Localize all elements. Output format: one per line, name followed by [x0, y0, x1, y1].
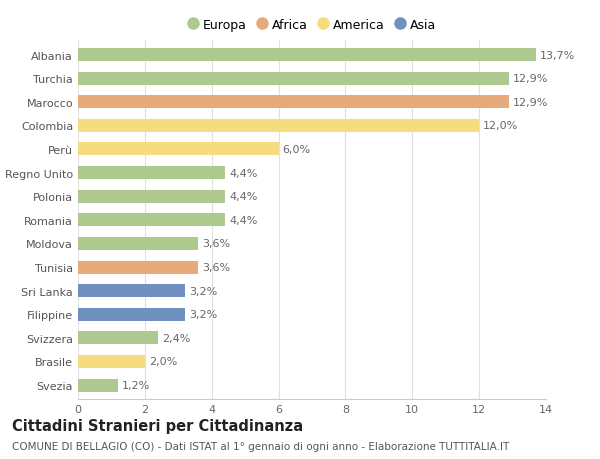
- Text: 3,6%: 3,6%: [202, 239, 230, 249]
- Text: 2,4%: 2,4%: [162, 333, 191, 343]
- Bar: [78, 331, 158, 345]
- Bar: [78, 308, 185, 321]
- Bar: [78, 237, 199, 250]
- Text: COMUNE DI BELLAGIO (CO) - Dati ISTAT al 1° gennaio di ogni anno - Elaborazione T: COMUNE DI BELLAGIO (CO) - Dati ISTAT al …: [12, 441, 509, 451]
- Bar: [78, 120, 479, 133]
- Bar: [78, 214, 225, 227]
- Text: 13,7%: 13,7%: [540, 50, 575, 61]
- Text: 3,2%: 3,2%: [189, 286, 217, 296]
- Bar: [78, 167, 225, 179]
- Text: 4,4%: 4,4%: [229, 168, 257, 178]
- Text: 3,2%: 3,2%: [189, 309, 217, 319]
- Text: 12,9%: 12,9%: [513, 74, 548, 84]
- Text: 6,0%: 6,0%: [283, 145, 311, 155]
- Bar: [78, 285, 185, 297]
- Legend: Europa, Africa, America, Asia: Europa, Africa, America, Asia: [188, 18, 436, 32]
- Bar: [78, 143, 278, 156]
- Bar: [78, 379, 118, 392]
- Bar: [78, 190, 225, 203]
- Text: 3,6%: 3,6%: [202, 263, 230, 273]
- Bar: [78, 96, 509, 109]
- Text: 1,2%: 1,2%: [122, 380, 151, 390]
- Text: 4,4%: 4,4%: [229, 192, 257, 202]
- Text: 12,9%: 12,9%: [513, 98, 548, 107]
- Bar: [78, 49, 536, 62]
- Text: 2,0%: 2,0%: [149, 357, 177, 367]
- Bar: [78, 355, 145, 368]
- Text: 12,0%: 12,0%: [483, 121, 518, 131]
- Bar: [78, 261, 199, 274]
- Text: 4,4%: 4,4%: [229, 215, 257, 225]
- Bar: [78, 73, 509, 85]
- Text: Cittadini Stranieri per Cittadinanza: Cittadini Stranieri per Cittadinanza: [12, 418, 303, 433]
